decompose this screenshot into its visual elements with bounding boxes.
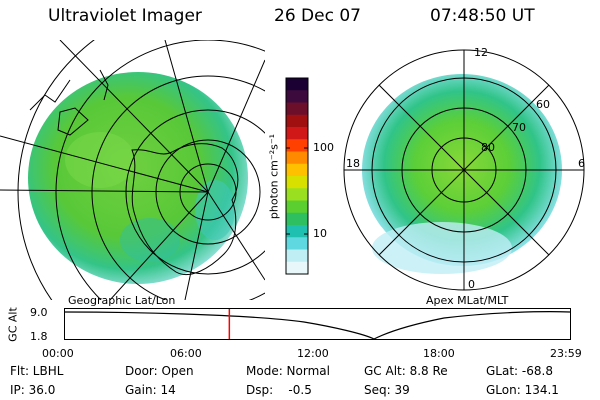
colorbar-swatch <box>286 127 308 140</box>
info-filter: Flt: LBHL <box>10 364 64 378</box>
timeline-x-tick-0: 00:00 <box>42 347 74 360</box>
timeline-x-tick-4: 23:59 <box>550 347 582 360</box>
time-label: 07:48:50 UT <box>430 6 535 26</box>
apex-panel-label: Apex MLat/MLT <box>426 294 509 307</box>
colorbar-swatch <box>286 225 308 238</box>
info-mode: Mode: Normal <box>246 364 330 378</box>
geo-emission-disk <box>28 72 248 284</box>
colorbar-swatch <box>286 102 308 116</box>
info-gc-alt: GC Alt: 8.8 Re <box>364 364 448 378</box>
timeline-x-tick-3: 18:00 <box>423 347 455 360</box>
altitude-timeline <box>64 308 571 340</box>
info-dsp: Dsp: -0.5 <box>246 383 312 397</box>
colorbar-tick-10: 10 <box>313 227 327 240</box>
timeline-x-tick-1: 06:00 <box>170 347 202 360</box>
mlat-label-60: 60 <box>536 98 550 111</box>
colorbar-unit-label: photon cm⁻²s⁻¹ <box>267 133 281 220</box>
date-label: 26 Dec 07 <box>274 6 361 26</box>
mlt-label-0: 0 <box>468 278 475 291</box>
colorbar-swatch <box>286 151 308 165</box>
geo-panel-label: Geographic Lat/Lon <box>68 294 176 307</box>
mlat-label-70: 70 <box>512 121 526 134</box>
apex-polar-plot <box>343 49 585 291</box>
info-glon: GLon: 134.1 <box>486 383 559 397</box>
colorbar-swatch <box>286 90 308 103</box>
colorbar-swatch <box>286 200 308 214</box>
info-seq: Seq: 39 <box>364 383 410 397</box>
colorbar-swatch <box>286 212 308 226</box>
colorbar-swatch <box>286 237 308 250</box>
colorbar-swatch <box>286 249 308 263</box>
colorbar-swatch <box>286 163 308 177</box>
colorbar-swatch <box>286 188 308 201</box>
mlt-label-6: 6 <box>578 157 585 170</box>
timeline-y-tick-bottom: 1.8 <box>30 330 48 343</box>
info-door: Door: Open <box>125 364 194 378</box>
colorbar-swatch <box>286 176 308 189</box>
colorbar-swatch <box>286 261 308 275</box>
colorbar-swatch <box>286 114 308 128</box>
info-glat: GLat: -68.8 <box>486 364 553 378</box>
colorbar <box>285 77 309 275</box>
colorbar-swatch <box>286 139 308 152</box>
timeline-x-tick-2: 12:00 <box>297 347 329 360</box>
info-ip: IP: 36.0 <box>10 383 56 397</box>
timeline-y-title: GC Alt <box>6 307 20 342</box>
mlat-label-80: 80 <box>481 141 495 154</box>
geographic-image <box>0 40 265 300</box>
mlt-label-12: 12 <box>474 46 488 59</box>
timeline-y-tick-top: 9.0 <box>30 306 48 319</box>
mlt-label-18: 18 <box>346 157 360 170</box>
colorbar-swatch <box>286 78 308 91</box>
colorbar-tick-100: 100 <box>313 141 334 154</box>
info-gain: Gain: 14 <box>125 383 176 397</box>
instrument-title: Ultraviolet Imager <box>48 6 202 26</box>
